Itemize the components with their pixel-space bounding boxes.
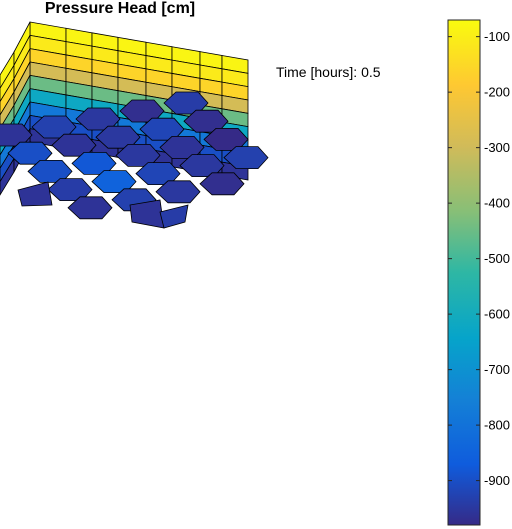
time-label-text: Time [hours]:	[276, 64, 358, 80]
front-cell	[159, 204, 189, 229]
floor-cell	[47, 178, 93, 202]
front-cell	[17, 181, 53, 207]
colorbar-tick-label: -400	[484, 196, 510, 211]
colorbar-tick-label: -900	[484, 473, 510, 488]
floor-cell	[223, 146, 269, 170]
floor-cell	[75, 107, 121, 131]
floor-cell	[163, 91, 209, 115]
floor-cell	[51, 133, 97, 157]
time-label: Time [hours]: 0.5	[276, 64, 381, 80]
colorbar-tick-label: -100	[484, 29, 510, 44]
colorbar: -100 -200 -300 -400 -500 -600 -700 -800 -900	[447, 19, 510, 526]
time-value: 0.5	[361, 64, 381, 80]
colorbar-tick-label: -600	[484, 307, 510, 322]
floor-cell	[7, 141, 53, 165]
colorbar-gradient	[447, 19, 481, 526]
floor-cell	[155, 180, 201, 204]
floor-cell	[95, 125, 141, 149]
colorbar-ticks: -100 -200 -300 -400 -500 -600 -700 -800 -900	[448, 29, 510, 488]
floor-cell	[199, 172, 245, 196]
floor-cell	[71, 151, 117, 175]
floor-cell	[179, 154, 225, 178]
colorbar-tick-label: -800	[484, 418, 510, 433]
floor-cell	[115, 143, 161, 167]
front-cell	[129, 199, 165, 229]
floor-cell	[119, 99, 165, 123]
floor-cell	[183, 109, 229, 133]
colorbar-tick-label: -300	[484, 140, 510, 155]
floor-cell	[67, 196, 113, 220]
plot-title: Pressure Head [cm]	[44, 0, 196, 17]
floor-cell	[31, 115, 77, 139]
floor-cell	[139, 117, 185, 141]
floor-cell	[135, 162, 181, 186]
cell-mesh	[0, 21, 269, 229]
colorbar-tick-label: -700	[484, 362, 510, 377]
floor-cell	[0, 123, 33, 147]
colorbar-tick-label: -500	[484, 251, 510, 266]
floor-cell	[91, 170, 137, 194]
floor-cell	[27, 159, 73, 183]
colorbar-tick-label: -200	[484, 85, 510, 100]
floor-cell	[203, 127, 249, 151]
floor-cell	[159, 135, 205, 159]
